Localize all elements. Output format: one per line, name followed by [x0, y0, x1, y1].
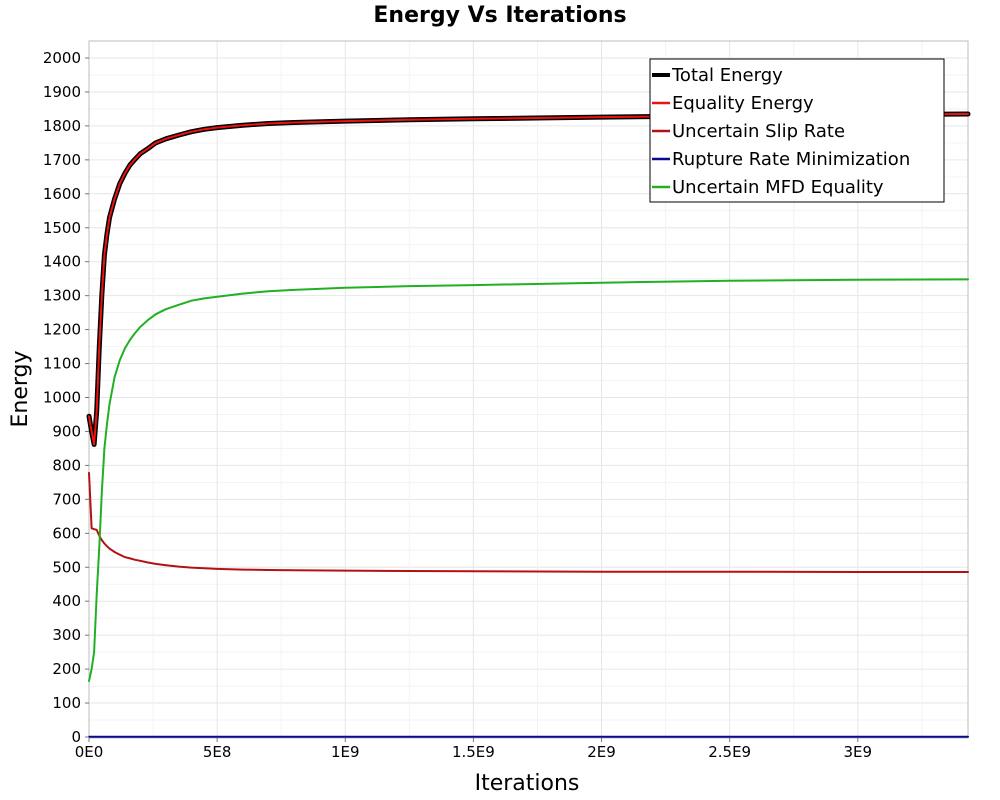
y-tick-label: 1700: [43, 151, 81, 169]
plot-area: [88, 40, 969, 739]
y-tick-label: 0: [71, 728, 81, 746]
x-tick-label: 1.5E9: [452, 743, 495, 761]
y-tick-label: 1500: [43, 219, 81, 237]
x-tick-label: 2.5E9: [708, 743, 751, 761]
y-axis-label: Energy: [8, 350, 33, 427]
y-tick-label: 1800: [43, 117, 81, 135]
legend-entry-label: Rupture Rate Minimization: [672, 149, 910, 170]
x-tick-label: 5E8: [203, 743, 232, 761]
y-tick-label: 1400: [43, 253, 81, 271]
y-tick-label: 1300: [43, 287, 81, 305]
y-axis: 0 100 200 300 400 500 600 700 800 900 1000 1100 1200…: [43, 49, 89, 746]
y-tick-label: 900: [52, 422, 81, 440]
x-tick-label: 0E0: [75, 743, 104, 761]
legend-entry-label: Uncertain MFD Equality: [672, 177, 884, 198]
y-tick-label: 800: [52, 456, 81, 474]
y-tick-label: 700: [52, 490, 81, 508]
y-tick-label: 500: [52, 558, 81, 576]
y-tick-label: 100: [52, 694, 81, 712]
y-tick-label: 1000: [43, 389, 81, 407]
series-line-uncertain-mfd-equality: [88, 278, 969, 682]
x-tick-label: 2E9: [587, 743, 616, 761]
y-tick-label: 1200: [43, 321, 81, 339]
series-layer: [86, 111, 971, 738]
y-tick-label: 1900: [43, 83, 81, 101]
x-axis-label: Iterations: [475, 771, 580, 796]
series-line-equality-energy: [88, 113, 969, 446]
x-axis: 0E0 5E8 1E9 1.5E9 2E9 2.5E9 3E9: [75, 738, 872, 761]
y-tick-label: 1600: [43, 185, 81, 203]
legend: Total Energy Equality Energy Uncertain Sli…: [649, 58, 945, 203]
y-tick-label: 300: [52, 626, 81, 644]
y-tick-label: 1100: [43, 355, 81, 373]
y-tick-label: 200: [52, 660, 81, 678]
legend-entry-label: Uncertain Slip Rate: [672, 121, 845, 142]
x-tick-label: 3E9: [844, 743, 873, 761]
legend-entry-label: Equality Energy: [672, 93, 814, 114]
legend-box: [649, 58, 945, 203]
chart-title: Energy Vs Iterations: [373, 3, 626, 28]
y-tick-label: 400: [52, 592, 81, 610]
series-line-uncertain-slip-rate: [88, 471, 969, 573]
y-tick-label: 2000: [43, 49, 81, 67]
legend-entry-label: Total Energy: [671, 65, 783, 86]
y-tick-label: 600: [52, 524, 81, 542]
x-tick-label: 1E9: [331, 743, 360, 761]
